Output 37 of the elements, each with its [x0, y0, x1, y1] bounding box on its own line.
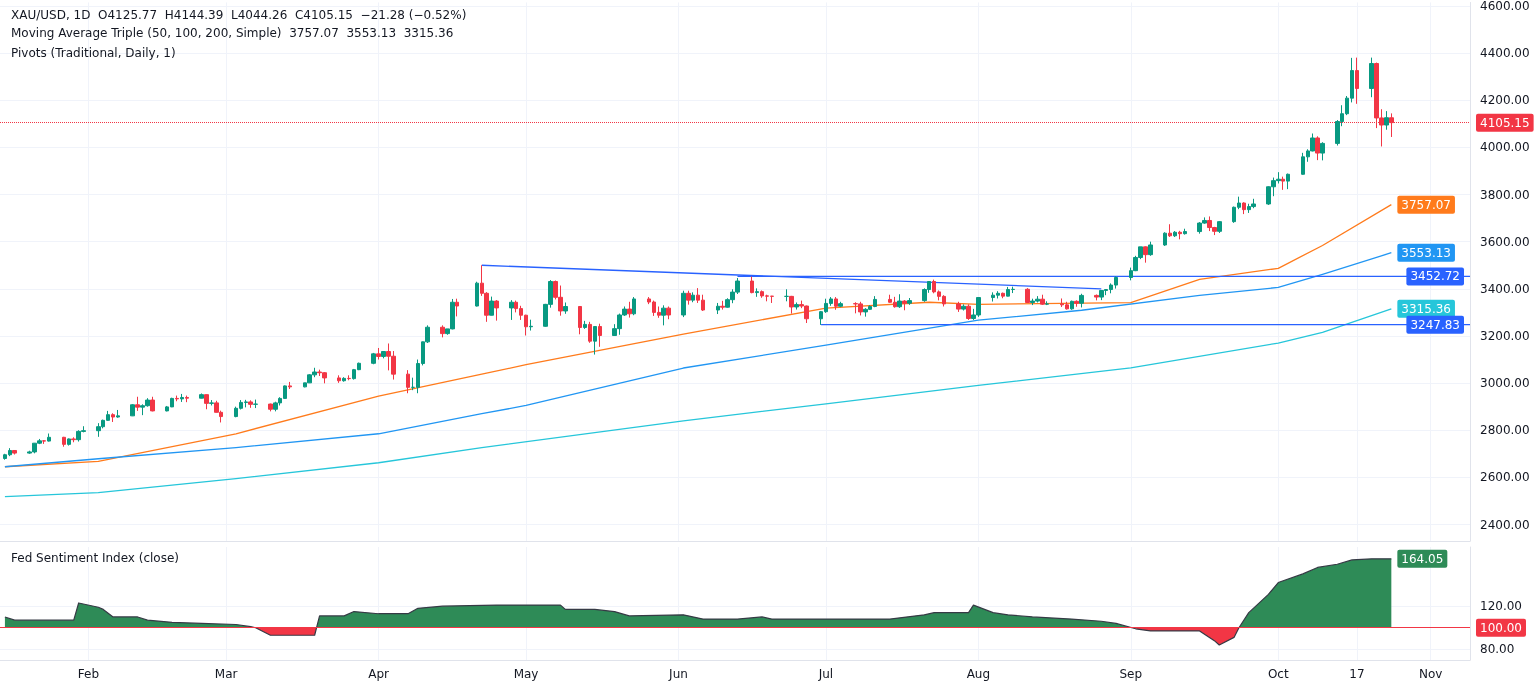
data-label: 3247.83 [1410, 317, 1460, 332]
y-tick-label: 2400.00 [1480, 517, 1530, 532]
y-tick-label: 4600.00 [1480, 0, 1530, 13]
x-tick-label: Aug [966, 667, 991, 681]
y-tick-label: 3800.00 [1480, 187, 1530, 202]
x-tick-label: Nov [1418, 667, 1443, 681]
ref-line-label: 4105.15 [1480, 115, 1530, 130]
y-tick-label: 4000.00 [1480, 140, 1530, 155]
text: XAU/USD, 1D O4125.77 H4144.39 L4044.26 C4105.15 −21.28 (−0.52%) [11, 8, 467, 22]
y-tick-label: 120.00 [1480, 599, 1522, 614]
x-tick-label: Feb [77, 667, 100, 681]
x-tick-label: May [513, 667, 539, 681]
y-tick-label: 80.00 [1480, 642, 1515, 657]
y-tick-label: 4200.00 [1480, 93, 1530, 108]
x-tick-label: Oct [1267, 667, 1289, 681]
x-tick-label: Mar [214, 667, 238, 681]
x-tick-label: Sep [1119, 667, 1143, 681]
y-tick-label: 3000.00 [1480, 376, 1530, 391]
x-tick-label: 17 [1349, 667, 1365, 681]
y-tick-label: 2800.00 [1480, 423, 1530, 438]
x-tick-label: Apr [368, 667, 390, 681]
chart-title: Fed Sentiment Index (close) [11, 551, 180, 565]
data-label: 3315.36 [1401, 301, 1451, 316]
x-tick-label: Jun [668, 667, 688, 681]
x-tick-label: Jul [817, 667, 834, 681]
y-tick-label: 3400.00 [1480, 281, 1530, 296]
text: Moving Average Triple (50, 100, 200, Simple) 3757.07 3553.13 3315.36 [11, 26, 454, 40]
data-label: 3553.13 [1401, 245, 1451, 260]
y-tick-label: 3200.00 [1480, 328, 1530, 343]
annotation: Pivots (Traditional, Daily, 1) [11, 46, 176, 60]
data-label: 3757.07 [1401, 197, 1451, 212]
ref-line-label: 100.00 [1480, 620, 1522, 635]
data-label: 3452.72 [1410, 269, 1460, 284]
y-tick-label: 2600.00 [1480, 470, 1530, 485]
y-tick-label: 3600.00 [1480, 234, 1530, 249]
data-label: 164.05 [1401, 551, 1444, 566]
y-tick-label: 4400.00 [1480, 46, 1530, 61]
